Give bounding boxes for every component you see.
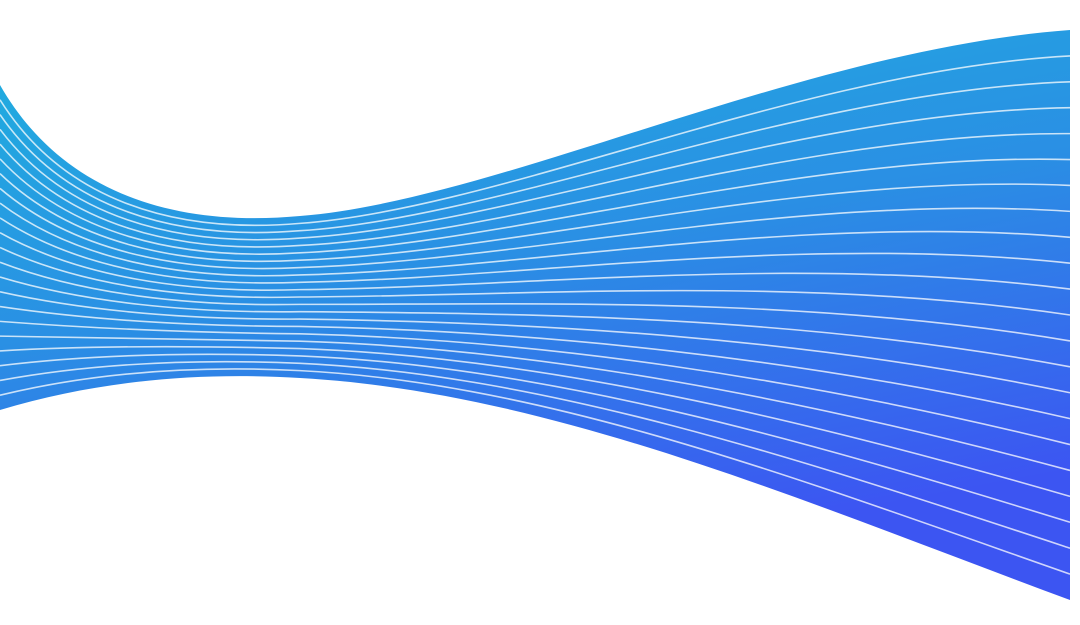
wave-line — [0, 261, 1071, 342]
wave-line — [0, 246, 1071, 316]
wave-line — [0, 232, 1071, 291]
wave-line — [0, 335, 1071, 472]
wave-line — [0, 368, 1071, 575]
wave-line — [0, 173, 1071, 263]
wave-line — [0, 132, 1071, 248]
wave-line — [0, 81, 1071, 234]
wave-line — [0, 353, 1071, 524]
wave-line — [0, 55, 1071, 227]
wave-line — [0, 291, 1071, 394]
wave-line — [0, 187, 1071, 270]
wave-line — [0, 276, 1071, 368]
right-margin — [1070, 0, 1080, 625]
wave-line — [0, 217, 1071, 284]
wave-line — [0, 305, 1071, 420]
wave-line — [0, 345, 1071, 498]
wave-line — [0, 106, 1071, 241]
wave-lines — [0, 30, 1071, 600]
wave-line — [0, 320, 1071, 446]
wave-line — [0, 360, 1071, 549]
wave-line — [0, 158, 1071, 255]
wave-line — [0, 202, 1071, 277]
